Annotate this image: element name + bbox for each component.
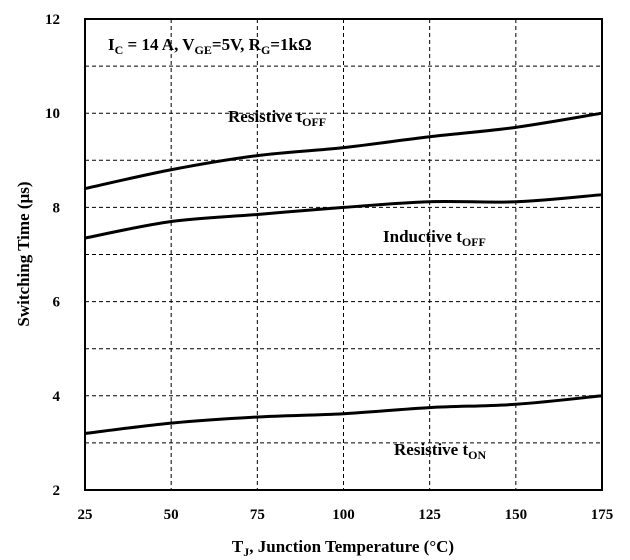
- series-line-0: [84, 111, 603, 191]
- series-labels: Resistive tOFF Inductive tOFF Resistive tO…: [228, 107, 486, 462]
- y-tick-label-4: 10: [45, 106, 60, 122]
- conditions-annotation: IC = 14 A, VGE=5V, RG=1kΩ: [108, 35, 312, 57]
- series-lines: [84, 111, 603, 435]
- y-axis-label: Switching Time (µs): [14, 181, 33, 326]
- plot-frame: [84, 18, 603, 491]
- x-tick-label-6: 175: [591, 507, 614, 523]
- x-tick-label-4: 125: [418, 507, 441, 523]
- x-tick-label-3: 100: [332, 507, 355, 523]
- series-label-1: Inductive tOFF: [383, 227, 486, 249]
- y-tick-label-1: 4: [53, 389, 61, 405]
- x-tick-label-2: 75: [250, 507, 265, 523]
- y-tick-label-0: 2: [53, 483, 61, 499]
- x-axis-label-rest: , Junction Temperature (°C): [249, 537, 454, 556]
- x-tick-label-5: 150: [505, 507, 528, 523]
- y-tick-label-2: 6: [53, 295, 61, 311]
- x-axis-label: TJ, Junction Temperature (°C): [232, 537, 454, 559]
- series-line-2: [84, 394, 603, 435]
- series-line-1: [84, 193, 603, 240]
- x-axis-label-sub: J: [243, 545, 249, 559]
- x-tick-label-0: 25: [78, 507, 93, 523]
- tick-labels: 25 50 75 100 125 150 175 2 4 6 8 10 12: [45, 12, 613, 523]
- series-label-0: Resistive tOFF: [228, 107, 326, 129]
- series-label-2: Resistive tON: [394, 440, 486, 462]
- x-axis-label-main: T: [232, 537, 244, 556]
- x-tick-label-1: 50: [164, 507, 179, 523]
- y-tick-label-3: 8: [53, 200, 61, 216]
- y-tick-label-5: 12: [45, 12, 60, 28]
- grid-lines: [85, 19, 602, 490]
